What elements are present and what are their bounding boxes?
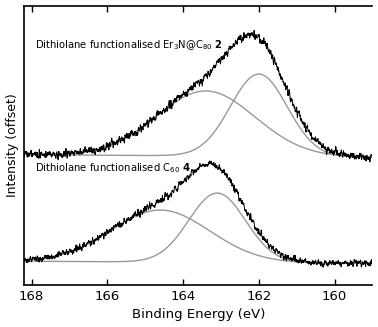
- Text: Dithiolane functionalised Er$_3$N@C$_{80}$ $\bf{2}$: Dithiolane functionalised Er$_3$N@C$_{80…: [36, 38, 223, 52]
- X-axis label: Binding Energy (eV): Binding Energy (eV): [132, 308, 265, 321]
- Y-axis label: Intensity (offset): Intensity (offset): [6, 94, 19, 197]
- Text: Dithiolane functionalised C$_{60}$ $\bf{4}$: Dithiolane functionalised C$_{60}$ $\bf{…: [36, 162, 191, 175]
